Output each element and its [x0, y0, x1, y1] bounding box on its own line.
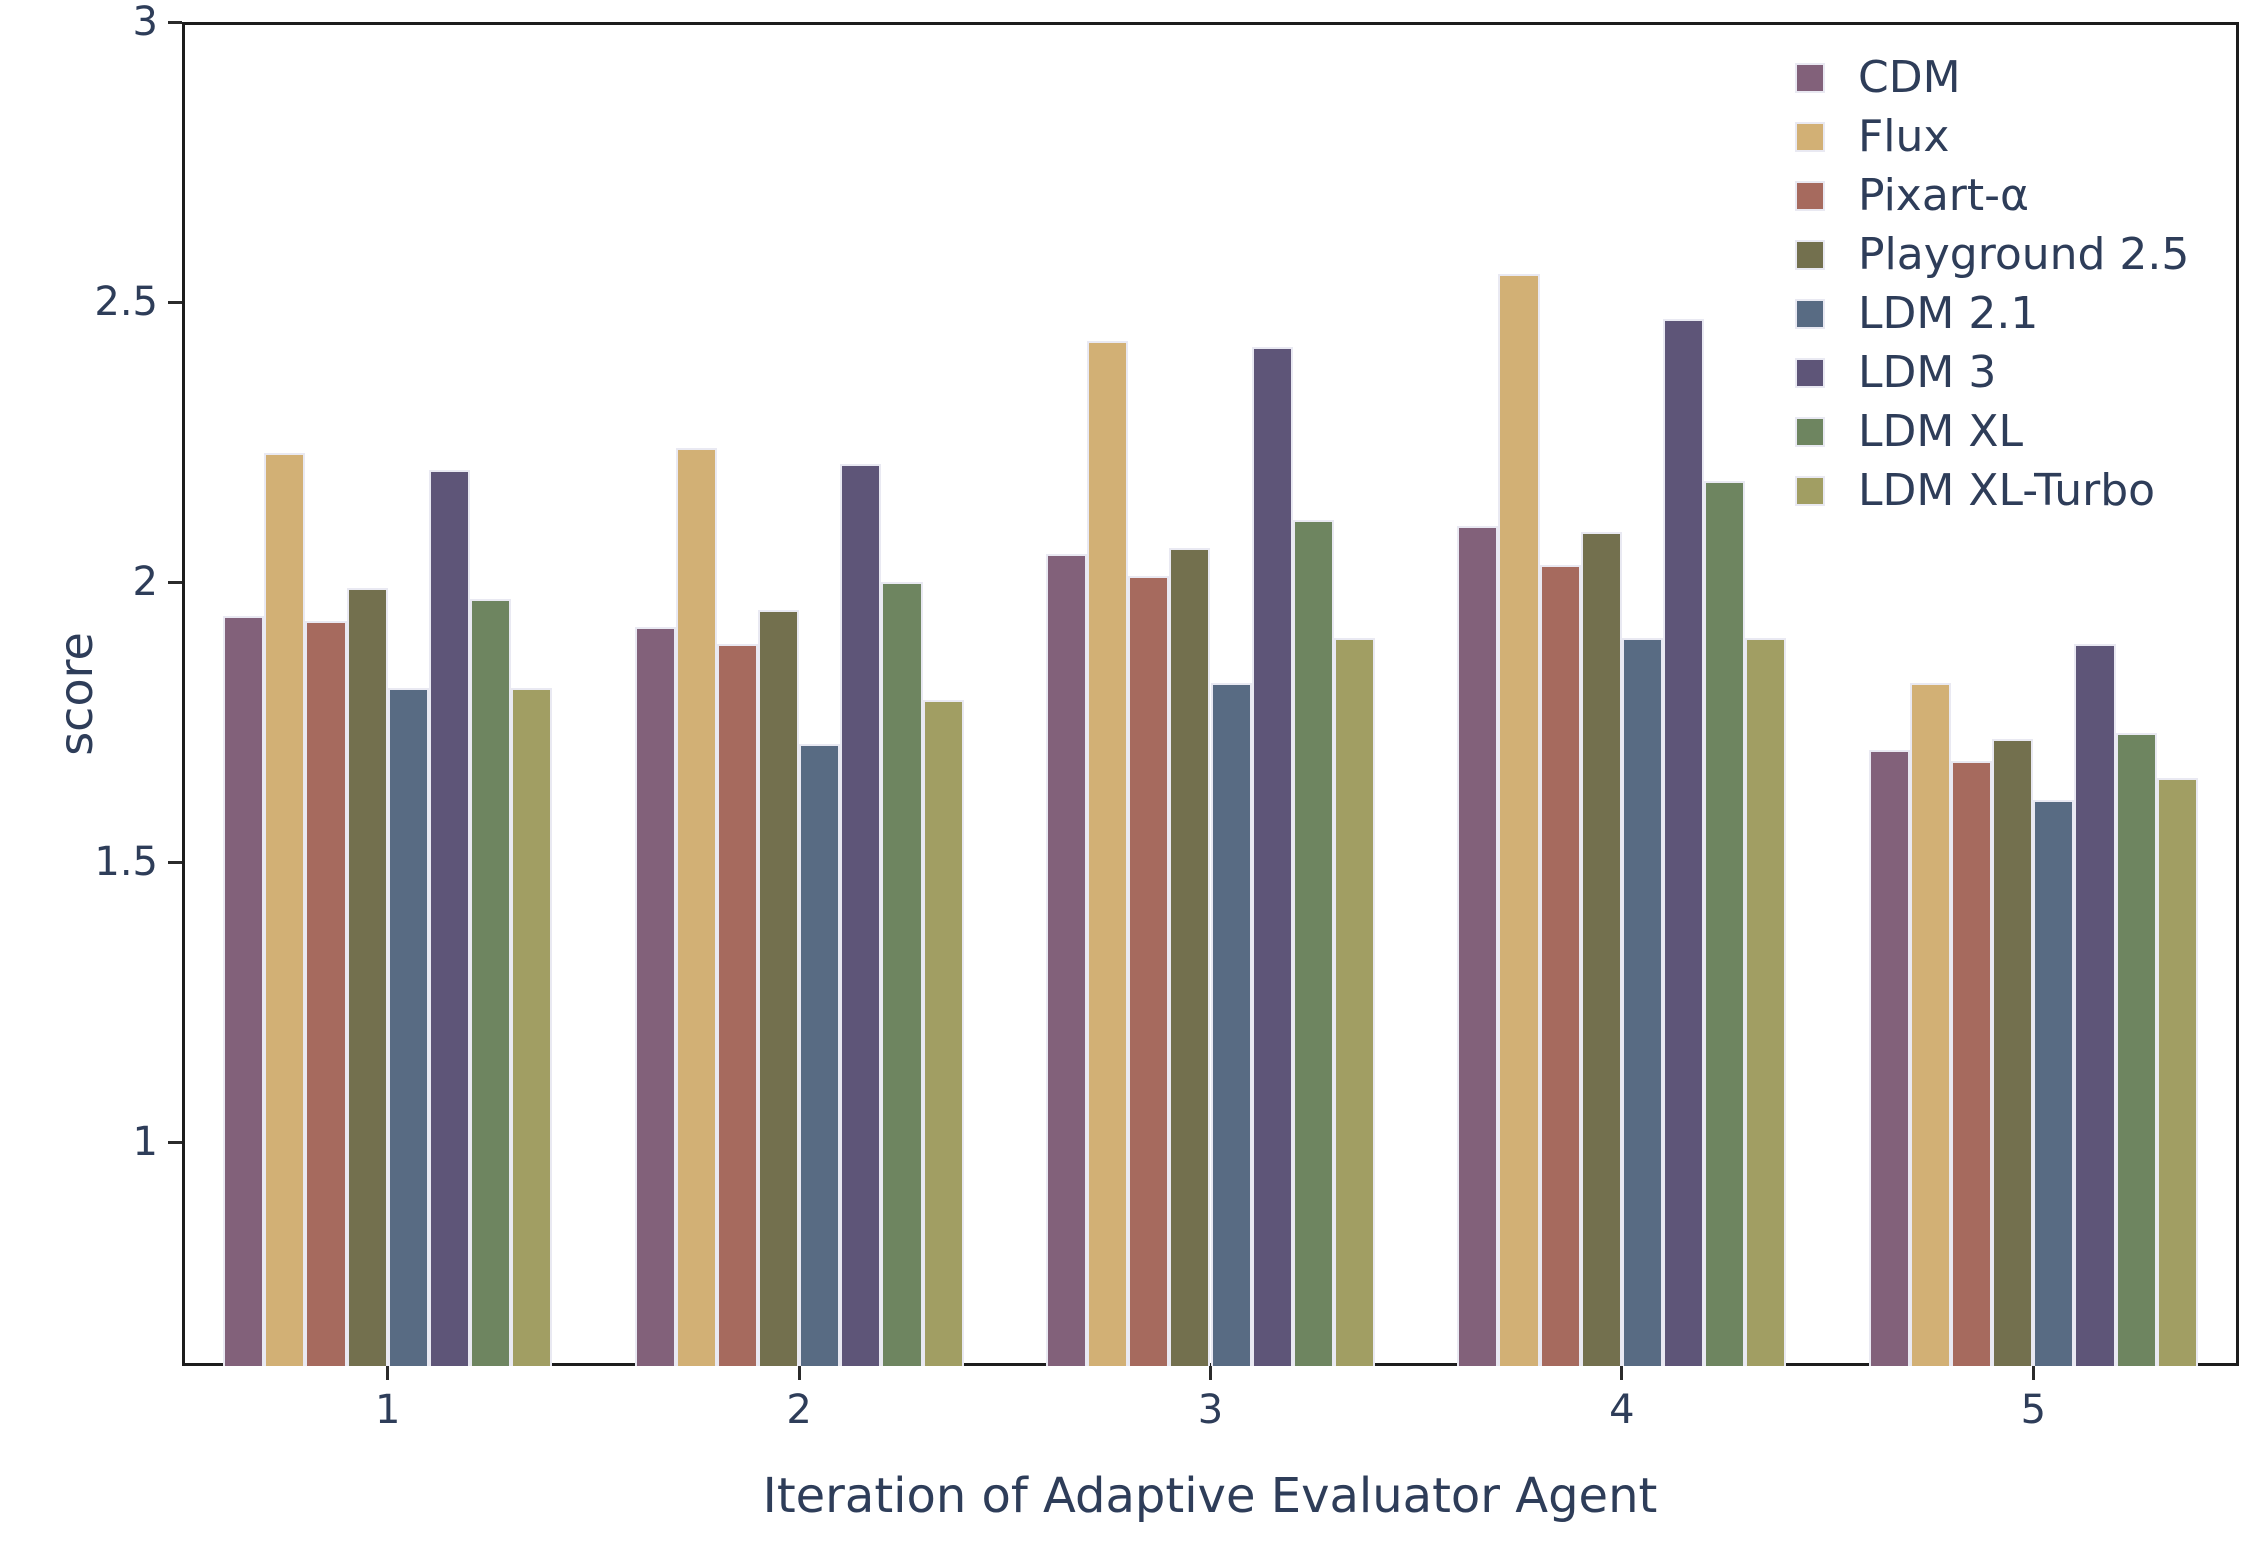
- bar-ldm-2-1-iter5: [2033, 800, 2075, 1366]
- y-tick-label: 2: [132, 559, 158, 605]
- x-tick-mark: [1209, 1366, 1212, 1380]
- x-tick-label: 4: [1609, 1387, 1635, 1433]
- bar-ldm-xl-turbo-iter5: [2156, 778, 2198, 1366]
- legend-swatch: [1795, 121, 1825, 152]
- legend-swatch: [1795, 62, 1825, 93]
- legend-item: LDM XL: [1795, 402, 2189, 461]
- legend-label: Flux: [1858, 110, 1950, 162]
- x-tick-label: 3: [1197, 1387, 1224, 1433]
- bar-playground-2-5-iter2: [757, 610, 800, 1366]
- bar-cdm-iter4: [1457, 526, 1499, 1366]
- bar-ldm-xl-iter5: [2115, 733, 2157, 1366]
- legend-item: LDM 3: [1795, 343, 2189, 402]
- y-tick-label: 2.5: [94, 279, 158, 325]
- legend-item: Pixart-α: [1795, 166, 2189, 225]
- legend-swatch: [1795, 180, 1825, 211]
- bar-cdm-iter5: [1868, 750, 1910, 1366]
- x-tick-label: 2: [786, 1387, 812, 1433]
- bar-cdm-iter2: [634, 626, 676, 1366]
- bar-pixart--iter2: [716, 643, 758, 1366]
- bar-playground-2-5-iter4: [1580, 531, 1622, 1366]
- bar-ldm-3-iter5: [2074, 643, 2116, 1366]
- bar-flux-iter3: [1087, 341, 1129, 1366]
- bar-ldm-3-iter2: [840, 464, 882, 1366]
- x-tick-label: 1: [374, 1387, 401, 1433]
- x-tick-mark: [797, 1366, 801, 1380]
- bar-ldm-xl-turbo-iter4: [1745, 638, 1787, 1366]
- bar-pixart--iter1: [305, 621, 347, 1366]
- bar-pixart--iter3: [1128, 576, 1170, 1366]
- legend-swatch: [1795, 475, 1825, 506]
- legend-swatch: [1795, 239, 1825, 270]
- bar-playground-2-5-iter1: [346, 587, 388, 1366]
- legend-swatch: [1795, 298, 1825, 329]
- legend-item: CDM: [1795, 48, 2189, 107]
- legend-label: LDM XL: [1858, 405, 2023, 457]
- bar-pixart--iter4: [1539, 565, 1581, 1366]
- x-tick-mark: [1620, 1366, 1624, 1380]
- bar-ldm-xl-iter4: [1704, 481, 1746, 1366]
- bar-ldm-3-iter3: [1251, 346, 1293, 1366]
- legend-label: Playground 2.5: [1858, 228, 2190, 280]
- bar-ldm-3-iter1: [428, 470, 470, 1366]
- bar-flux-iter2: [675, 447, 717, 1366]
- y-tick-label: 3: [132, 0, 158, 45]
- legend-label: CDM: [1858, 51, 1961, 103]
- bar-flux-iter5: [1909, 682, 1951, 1366]
- legend-label: LDM XL-Turbo: [1858, 464, 2156, 516]
- x-tick-label: 5: [2020, 1387, 2047, 1433]
- legend-swatch: [1795, 357, 1825, 388]
- bar-ldm-2-1-iter2: [799, 744, 841, 1366]
- bar-ldm-xl-turbo-iter2: [922, 699, 964, 1366]
- bar-ldm-2-1-iter1: [387, 688, 429, 1366]
- bar-ldm-xl-turbo-iter3: [1333, 638, 1376, 1366]
- legend-item: Flux: [1795, 107, 2189, 166]
- bar-cdm-iter3: [1045, 554, 1088, 1366]
- x-tick-mark: [2031, 1366, 2035, 1380]
- legend-item: LDM 2.1: [1795, 284, 2189, 343]
- y-tick-mark: [168, 860, 182, 864]
- bar-ldm-2-1-iter4: [1621, 638, 1664, 1366]
- y-tick-mark: [168, 1140, 182, 1144]
- bar-playground-2-5-iter5: [1992, 738, 2034, 1366]
- bar-pixart--iter5: [1951, 761, 1993, 1366]
- y-tick-mark: [168, 20, 182, 24]
- x-axis-label: Iteration of Adaptive Evaluator Agent: [762, 1468, 1658, 1524]
- legend-swatch: [1795, 416, 1825, 447]
- y-tick-mark: [168, 300, 182, 304]
- legend-label: LDM 3: [1858, 346, 1997, 398]
- bar-flux-iter1: [264, 453, 306, 1366]
- bar-ldm-xl-iter3: [1292, 520, 1334, 1366]
- bar-cdm-iter1: [223, 615, 265, 1366]
- bar-ldm-2-1-iter3: [1210, 682, 1252, 1366]
- legend: CDM Flux Pixart-α Playground 2.5 LDM 2.1 LDM …: [1795, 48, 2189, 520]
- bar-ldm-xl-iter1: [469, 598, 512, 1366]
- x-tick-mark: [386, 1366, 390, 1380]
- y-tick-label: 1: [132, 1119, 158, 1165]
- bar-ldm-xl-turbo-iter1: [511, 688, 553, 1366]
- bar-flux-iter4: [1498, 274, 1540, 1366]
- bar-ldm-3-iter4: [1663, 318, 1705, 1366]
- legend-item: Playground 2.5: [1795, 225, 2189, 284]
- legend-label: Pixart-α: [1858, 169, 2030, 221]
- y-tick-mark: [168, 580, 182, 584]
- bar-ldm-xl-iter2: [881, 582, 923, 1366]
- legend-item: LDM XL-Turbo: [1795, 461, 2189, 520]
- y-axis-label: score: [48, 632, 103, 756]
- y-tick-label: 1.5: [94, 839, 158, 885]
- legend-label: LDM 2.1: [1858, 287, 2039, 339]
- bar-playground-2-5-iter3: [1169, 548, 1211, 1366]
